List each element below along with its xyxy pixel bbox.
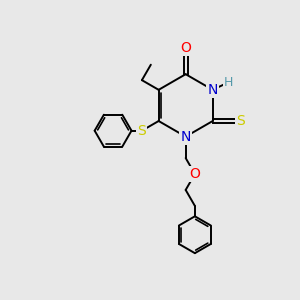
Text: N: N (208, 83, 218, 97)
Text: S: S (137, 124, 146, 138)
Text: H: H (224, 76, 233, 89)
Text: S: S (236, 114, 245, 128)
Text: O: O (189, 167, 200, 181)
Text: N: N (181, 130, 191, 144)
Text: O: O (180, 41, 191, 55)
